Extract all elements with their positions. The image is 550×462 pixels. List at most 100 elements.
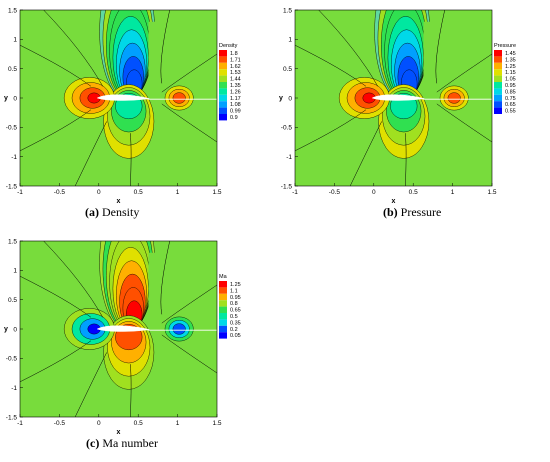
- x-tick-label: -0.5: [54, 189, 66, 196]
- contour-line: [161, 334, 217, 374]
- x-tick-label: 1.5: [212, 420, 221, 427]
- legend-swatch: [494, 107, 502, 114]
- contour-line: [43, 241, 103, 318]
- y-tick-label: 0: [13, 326, 17, 333]
- density-panel: -1 -0.5 0 0.5 1 1.5 -1.5 -1 -0.5 0 0.5 1 1.5 x y Densit…: [0, 0, 275, 231]
- legend-level-label: 0.5: [230, 314, 238, 320]
- legend-title: Density: [219, 43, 238, 49]
- y-tick-label: -1: [11, 154, 17, 161]
- legend-swatch: [219, 50, 227, 57]
- contour-line: [160, 241, 170, 315]
- x-tick-label: 0: [372, 189, 376, 196]
- y-tick-label: -1.5: [281, 183, 293, 190]
- y-tick-label: -0.5: [6, 125, 18, 132]
- legend-swatch: [494, 94, 502, 102]
- density-contour-plot: -1 -0.5 0 0.5 1 1.5-1.5-1-0.500.511.5xyDensit…: [4, 7, 241, 205]
- legend-swatch: [219, 319, 227, 326]
- legend-swatch: [494, 56, 502, 63]
- legend-swatch: [219, 88, 227, 95]
- y-tick-label: 1.5: [8, 7, 17, 14]
- density-caption-text: Density: [102, 205, 140, 219]
- mach-panel: -1 -0.5 0 0.5 1 1.5 -1.5 -1 -0.5 0 0.5 1 1.5 x y Ma 1.25…: [0, 231, 275, 462]
- legend-swatch: [219, 313, 227, 320]
- legend-level-label: 1.15: [505, 70, 516, 76]
- x-tick-label: 1.5: [212, 189, 221, 196]
- wake-contour: [447, 92, 461, 104]
- pressure-caption: (b) Pressure: [383, 205, 441, 220]
- y-tick-label: 0.5: [283, 66, 292, 73]
- legend-swatch: [219, 114, 227, 121]
- y-tick-label: -1: [286, 154, 292, 161]
- contour-line: [161, 53, 217, 93]
- density-caption-letter: (a): [85, 205, 99, 219]
- legend-level-label: 1.1: [230, 288, 238, 294]
- legend-level-label: 1.35: [505, 57, 516, 63]
- contour-line: [295, 44, 367, 87]
- legend-swatch: [494, 69, 502, 76]
- contour-line: [435, 10, 445, 84]
- airfoil-shape: [96, 325, 150, 332]
- contour-line: [20, 109, 92, 152]
- x-tick-label: -1: [17, 189, 23, 196]
- mach-caption-text: Ma number: [102, 436, 158, 450]
- legend-swatch: [494, 75, 502, 82]
- legend-level-label: 0.9: [230, 115, 238, 121]
- contour-line: [20, 44, 92, 87]
- legend-level-label: 1.35: [230, 83, 241, 89]
- legend-level-label: 1.05: [505, 77, 516, 83]
- y-axis-label: y: [279, 95, 283, 102]
- pressure-caption-letter: (b): [383, 205, 398, 219]
- legend-swatch: [494, 88, 502, 95]
- shock-region: [148, 21, 217, 97]
- mach-contour-plot: -1 -0.5 0 0.5 1 1.5-1.5-1-0.500.511.5xyMa1.25…: [4, 238, 241, 436]
- legend-title: Pressure: [494, 43, 516, 49]
- legend-level-label: 0.99: [230, 109, 241, 115]
- y-tick-label: -0.5: [6, 356, 18, 363]
- contour-field: [295, 10, 492, 186]
- x-tick-label: 1: [176, 420, 180, 427]
- legend-title: Ma: [219, 274, 228, 280]
- density-caption: (a) Density: [85, 205, 139, 220]
- contour-line: [318, 10, 378, 87]
- y-axis-label: y: [4, 95, 8, 102]
- contour-line: [349, 121, 382, 186]
- contour-line: [130, 364, 132, 417]
- legend-level-label: 1.08: [230, 102, 241, 108]
- contour-line: [74, 352, 107, 417]
- legend-level-label: 1.71: [230, 57, 241, 63]
- y-tick-label: -0.5: [281, 125, 293, 132]
- x-tick-label: 0.5: [134, 420, 143, 427]
- x-tick-label: 0.5: [409, 189, 418, 196]
- y-tick-label: 1.5: [8, 238, 17, 245]
- legend-level-label: 1.17: [230, 96, 241, 102]
- x-tick-label: 0: [97, 189, 101, 196]
- x-axis-label: x: [117, 429, 121, 436]
- legend-level-label: 0.05: [230, 333, 241, 339]
- contour-field: [20, 10, 217, 186]
- legend-level-label: 0.95: [230, 295, 241, 301]
- wake-contour: [172, 323, 186, 335]
- legend-swatch: [219, 293, 227, 301]
- contour-field: [20, 241, 217, 417]
- legend-level-label: 0.75: [505, 96, 516, 102]
- shock-region: [423, 21, 492, 97]
- legend-swatch: [494, 50, 502, 57]
- contour-line: [295, 109, 367, 152]
- airfoil-shape: [96, 94, 150, 101]
- contour-line: [20, 340, 92, 383]
- legend-level-label: 0.8: [230, 301, 238, 307]
- legend-level-label: 0.35: [230, 320, 241, 326]
- x-tick-label: 1.5: [487, 189, 496, 196]
- pressure-contour-plot: -1 -0.5 0 0.5 1 1.5-1.5-1-0.500.511.5xyPressu…: [279, 7, 516, 205]
- legend-level-label: 0.2: [230, 327, 238, 333]
- legend-level-label: 1.45: [505, 51, 516, 57]
- wake-contour: [172, 92, 186, 104]
- y-tick-label: -1.5: [6, 414, 18, 421]
- legend-swatch: [219, 94, 227, 102]
- legend-swatch: [219, 300, 227, 307]
- legend-level-label: 1.25: [505, 64, 516, 70]
- x-tick-label: -0.5: [329, 189, 341, 196]
- legend-level-label: 1.25: [230, 282, 241, 288]
- contour-line: [161, 284, 217, 324]
- legend-level-label: 0.65: [230, 308, 241, 314]
